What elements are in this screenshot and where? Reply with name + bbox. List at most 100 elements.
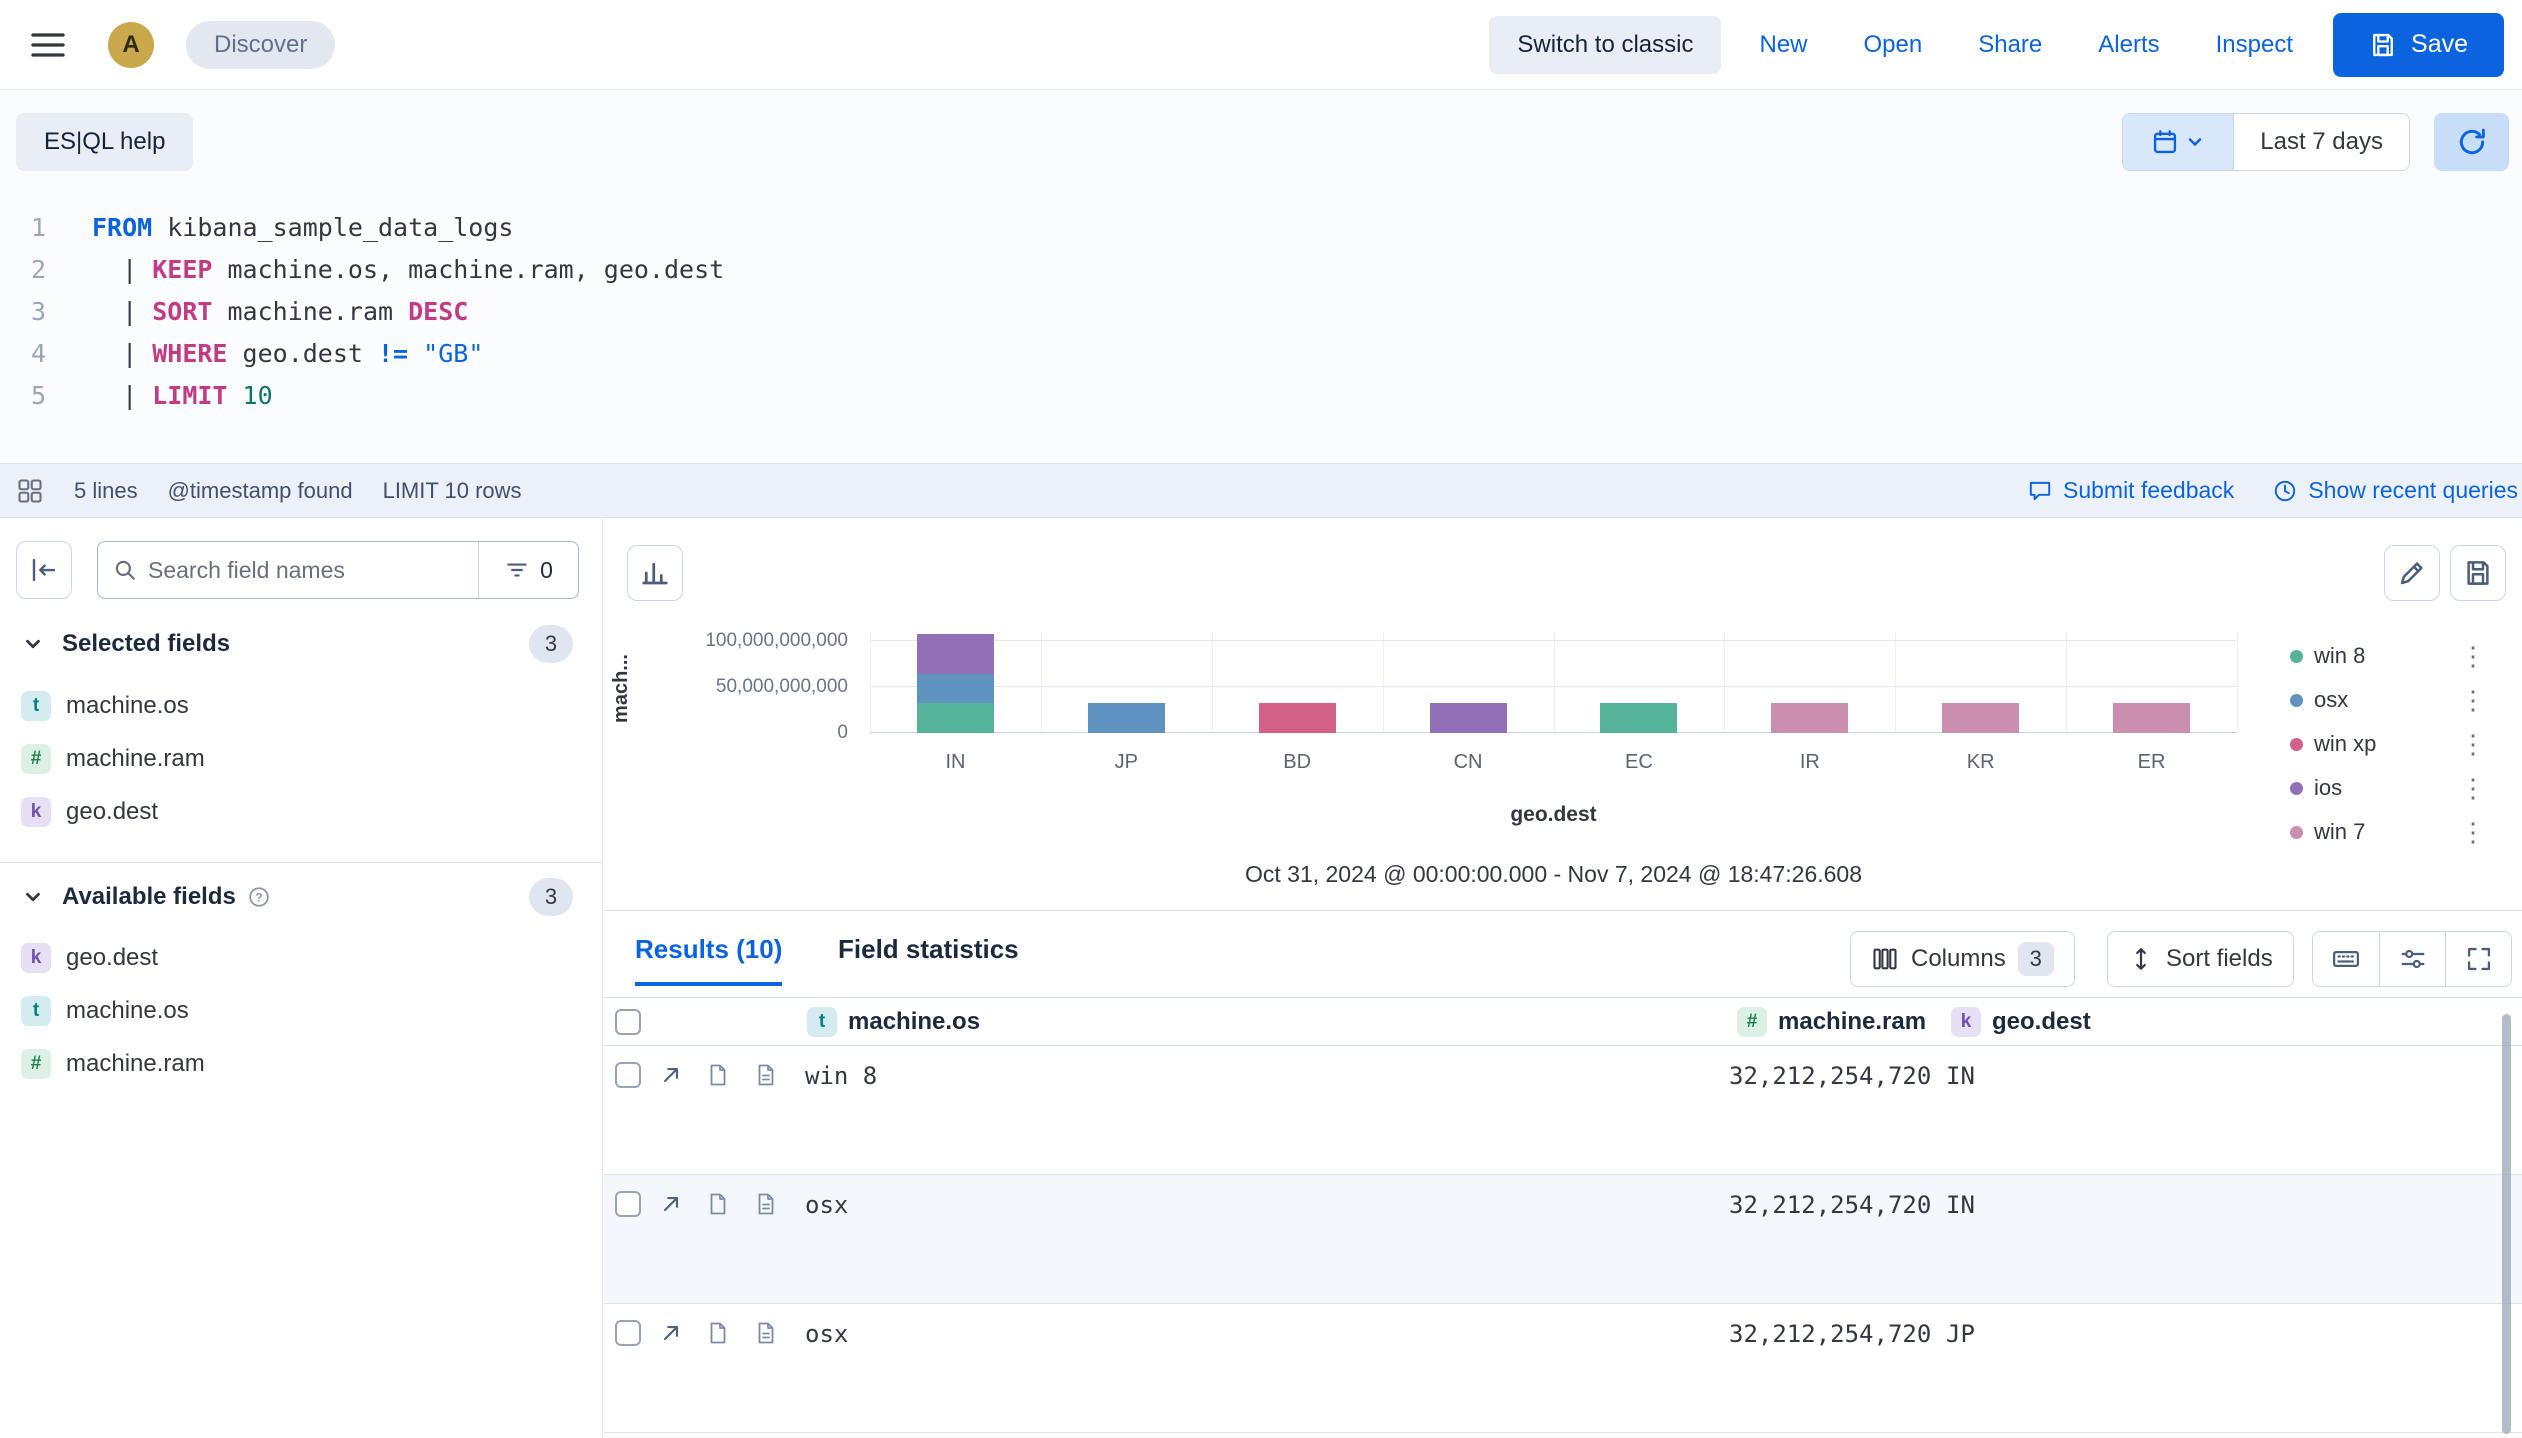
row-checkbox[interactable]: [615, 1062, 641, 1088]
field-item-machine.os[interactable]: t machine.os: [0, 679, 603, 732]
field-item-machine.ram[interactable]: # machine.ram: [0, 1037, 603, 1090]
legend-item-osx[interactable]: osx ⋮: [2290, 678, 2490, 722]
column-label: machine.ram: [1778, 1007, 1927, 1035]
save-visualization-icon[interactable]: [2450, 545, 2506, 601]
legend-options-icon[interactable]: ⋮: [2460, 817, 2486, 847]
expand-row-icon[interactable]: [658, 1062, 684, 1088]
bar-win-7-ER[interactable]: [2113, 703, 2191, 733]
bar-osx-JP[interactable]: [1087, 703, 1165, 733]
chart-type-switch-icon[interactable]: [627, 545, 683, 601]
line-number: 4: [30, 339, 46, 368]
field-name: machine.os: [66, 996, 189, 1024]
calendar-dropdown-button[interactable]: [2123, 114, 2234, 170]
expand-row-icon[interactable]: [658, 1320, 684, 1346]
doc-details-icon[interactable]: [754, 1191, 778, 1217]
edit-visualization-icon[interactable]: [2384, 545, 2440, 601]
field-item-machine.ram[interactable]: # machine.ram: [0, 732, 603, 785]
topbar-link-share[interactable]: Share: [1978, 30, 2043, 58]
legend-item-ios[interactable]: ios ⋮: [2290, 766, 2490, 810]
breadcrumb[interactable]: Discover: [186, 20, 336, 69]
bar-win-xp-BD[interactable]: [1258, 703, 1336, 733]
field-name: geo.dest: [66, 943, 159, 971]
switch-to-classic-button[interactable]: Switch to classic: [1489, 15, 1722, 74]
search-input[interactable]: [148, 556, 478, 584]
legend-item-win-8[interactable]: win 8 ⋮: [2290, 634, 2490, 678]
save-icon: [2369, 31, 2397, 59]
field-name: machine.ram: [66, 1049, 205, 1077]
legend-label: win 8: [2314, 643, 2366, 668]
submit-feedback-link[interactable]: Submit feedback: [2027, 477, 2234, 504]
column-header-machine.os[interactable]: t machine.os: [807, 998, 980, 1045]
field-filter-button[interactable]: 0: [478, 542, 578, 598]
doc-details-icon[interactable]: [754, 1320, 778, 1346]
topbar-link-open[interactable]: Open: [1863, 30, 1923, 58]
field-name: machine.os: [66, 691, 189, 719]
clock-icon: [2272, 478, 2298, 504]
bar-ios-CN[interactable]: [1429, 703, 1507, 733]
row-checkbox[interactable]: [615, 1191, 641, 1217]
doc-icon[interactable]: [706, 1062, 730, 1088]
cell-machine-ram: 32,212,254,720: [1729, 1062, 1932, 1090]
x-tick-ER: ER: [2137, 751, 2166, 773]
legend-dot: [2290, 649, 2303, 663]
sort-fields-button[interactable]: Sort fields: [2107, 931, 2294, 987]
legend-options-icon[interactable]: ⋮: [2460, 773, 2486, 803]
selected-fields-header[interactable]: Selected fields 3: [0, 623, 603, 665]
chart-vgridline: [1724, 632, 1725, 733]
columns-button[interactable]: Columns 3: [1850, 931, 2075, 987]
topbar-link-alerts[interactable]: Alerts: [2098, 30, 2160, 58]
doc-details-icon[interactable]: [754, 1062, 778, 1088]
chart-time-range: Oct 31, 2024 @ 00:00:00.000 - Nov 7, 202…: [1244, 861, 1862, 887]
collapse-sidebar-icon[interactable]: [16, 541, 72, 599]
legend-item-win-xp[interactable]: win xp ⋮: [2290, 722, 2490, 766]
bar-win-7-KR[interactable]: [1942, 703, 2020, 733]
menu-hamburger-icon[interactable]: [24, 21, 72, 69]
bar-ios-IN[interactable]: [916, 634, 994, 674]
chart-baseline: [870, 732, 2237, 733]
avatar[interactable]: A: [108, 21, 154, 68]
x-axis-label: geo.dest: [1510, 803, 1597, 826]
bar-osx-IN[interactable]: [916, 673, 994, 704]
column-header-geo.dest[interactable]: k geo.dest: [1951, 998, 2091, 1045]
field-item-geo.dest[interactable]: k geo.dest: [0, 785, 603, 838]
topbar-link-new[interactable]: New: [1759, 30, 1808, 58]
save-button[interactable]: Save: [2333, 12, 2504, 77]
field-item-machine.os[interactable]: t machine.os: [0, 984, 603, 1037]
display-options-icon[interactable]: [2379, 932, 2445, 986]
expand-row-icon[interactable]: [658, 1191, 684, 1217]
chart-vgridline: [2066, 632, 2067, 733]
field-item-geo.dest[interactable]: k geo.dest: [0, 931, 603, 984]
column-label: machine.os: [848, 1007, 981, 1035]
doc-icon[interactable]: [706, 1320, 730, 1346]
esql-help-button[interactable]: ES|QL help: [16, 113, 194, 171]
grid-scrollbar[interactable]: [2502, 1014, 2511, 1434]
chart-vgridline: [1895, 632, 1896, 733]
refresh-button[interactable]: [2434, 113, 2509, 171]
time-range-button[interactable]: Last 7 days: [2233, 114, 2409, 170]
legend-options-icon[interactable]: ⋮: [2460, 685, 2486, 715]
fullscreen-icon[interactable]: [2445, 932, 2511, 986]
tab-field-statistics[interactable]: Field statistics: [838, 934, 1019, 982]
legend-options-icon[interactable]: ⋮: [2460, 641, 2486, 671]
keyboard-shortcuts-icon[interactable]: [2313, 932, 2379, 986]
available-fields-header[interactable]: Available fields ? 3: [0, 876, 603, 918]
legend-options-icon[interactable]: ⋮: [2460, 729, 2486, 759]
bar-win-8-EC[interactable]: [1600, 703, 1678, 733]
row-checkbox[interactable]: [615, 1320, 641, 1346]
tab-results[interactable]: Results (10): [635, 934, 783, 986]
doc-icon[interactable]: [706, 1191, 730, 1217]
y-axis-ticks: 0 50,000,000,000 100,000,000,000: [634, 630, 858, 743]
bar-win-7-IR[interactable]: [1771, 703, 1849, 733]
cell-geo-dest: JP: [1946, 1320, 1975, 1348]
select-all-checkbox[interactable]: [615, 1008, 641, 1035]
show-recent-queries-link[interactable]: Show recent queries: [2272, 477, 2518, 504]
columns-count-badge: 3: [2017, 942, 2054, 976]
legend-item-win-7[interactable]: win 7 ⋮: [2290, 810, 2490, 854]
line-number: 1: [30, 213, 46, 242]
topbar-link-inspect[interactable]: Inspect: [2215, 30, 2294, 58]
help-question-icon[interactable]: ?: [248, 886, 270, 908]
x-tick-JP: JP: [1114, 751, 1138, 773]
bar-win-8-IN[interactable]: [916, 703, 994, 733]
column-header-machine.ram[interactable]: # machine.ram: [1737, 998, 1926, 1045]
esql-editor[interactable]: 1 FROM kibana_sample_data_logs 2 | KEEP ma…: [0, 207, 2522, 417]
